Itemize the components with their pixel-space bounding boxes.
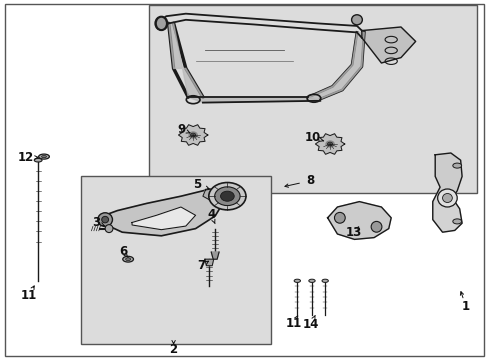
Ellipse shape [34,158,42,162]
Text: 1: 1 [461,300,469,313]
Text: 3: 3 [92,216,100,229]
Text: 14: 14 [302,318,319,330]
Ellipse shape [351,15,362,25]
Text: 4: 4 [207,208,215,221]
Polygon shape [168,23,203,97]
Ellipse shape [125,258,130,261]
Ellipse shape [442,194,451,202]
Text: 2: 2 [169,343,177,356]
Ellipse shape [208,183,245,210]
Ellipse shape [220,191,234,201]
Ellipse shape [327,142,332,146]
Ellipse shape [308,279,314,282]
Ellipse shape [214,187,240,206]
Ellipse shape [190,133,195,137]
Text: 13: 13 [345,226,361,239]
Polygon shape [361,27,415,63]
Ellipse shape [217,189,227,199]
Polygon shape [315,134,344,154]
Ellipse shape [334,212,345,223]
Ellipse shape [370,221,381,232]
Ellipse shape [294,279,300,282]
Polygon shape [188,97,320,103]
Ellipse shape [156,17,166,30]
Polygon shape [432,153,461,232]
Text: 10: 10 [304,131,321,144]
Text: 11: 11 [20,289,37,302]
Bar [81,176,271,344]
Ellipse shape [189,132,197,138]
Ellipse shape [102,216,108,223]
Text: 11: 11 [285,317,301,330]
Polygon shape [102,189,224,236]
Text: 8: 8 [306,174,314,187]
Polygon shape [211,252,219,259]
Polygon shape [307,32,364,99]
Ellipse shape [452,219,461,224]
Text: 12: 12 [17,151,34,164]
Polygon shape [178,125,207,145]
Ellipse shape [105,225,113,233]
Ellipse shape [98,213,112,226]
Text: 9: 9 [178,123,185,136]
Polygon shape [132,207,195,230]
Text: 7: 7 [197,259,205,272]
Ellipse shape [41,156,46,158]
Ellipse shape [39,154,49,159]
Ellipse shape [322,279,328,282]
Text: 5: 5 [193,178,201,191]
Ellipse shape [122,256,133,262]
Bar [149,5,476,193]
Polygon shape [204,259,213,266]
Polygon shape [203,188,224,202]
Ellipse shape [325,141,333,147]
Text: 6: 6 [119,246,127,258]
Ellipse shape [437,189,456,207]
Polygon shape [327,202,390,239]
Ellipse shape [452,163,461,168]
